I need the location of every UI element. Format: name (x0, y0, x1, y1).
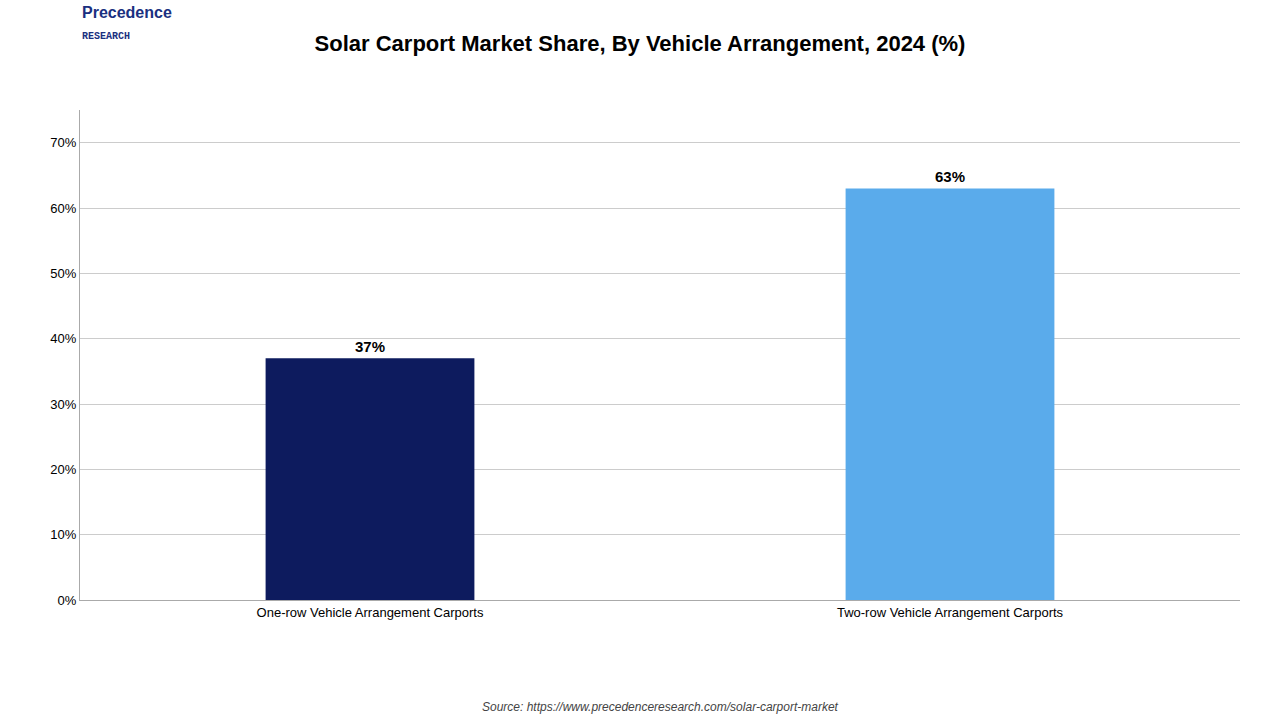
svg-text:40%: 40% (50, 331, 76, 346)
svg-text:50%: 50% (50, 266, 76, 281)
svg-text:20%: 20% (50, 462, 76, 477)
svg-text:10%: 10% (50, 527, 76, 542)
svg-text:63%: 63% (935, 168, 965, 185)
svg-text:0%: 0% (58, 593, 77, 608)
svg-text:Solar Carport Market Share, By: Solar Carport Market Share, By Vehicle A… (315, 31, 966, 56)
svg-text:60%: 60% (50, 201, 76, 216)
svg-text:RESEARCH: RESEARCH (82, 31, 130, 42)
svg-text:Two-row Vehicle Arrangement Ca: Two-row Vehicle Arrangement Carports (837, 605, 1064, 620)
svg-text:70%: 70% (50, 135, 76, 150)
svg-text:Precedence: Precedence (82, 4, 172, 21)
svg-text:37%: 37% (355, 338, 385, 355)
svg-text:Source: https://www.precedence: Source: https://www.precedenceresearch.c… (482, 700, 839, 714)
svg-text:30%: 30% (50, 397, 76, 412)
svg-text:One-row Vehicle Arrangement Ca: One-row Vehicle Arrangement Carports (257, 605, 484, 620)
